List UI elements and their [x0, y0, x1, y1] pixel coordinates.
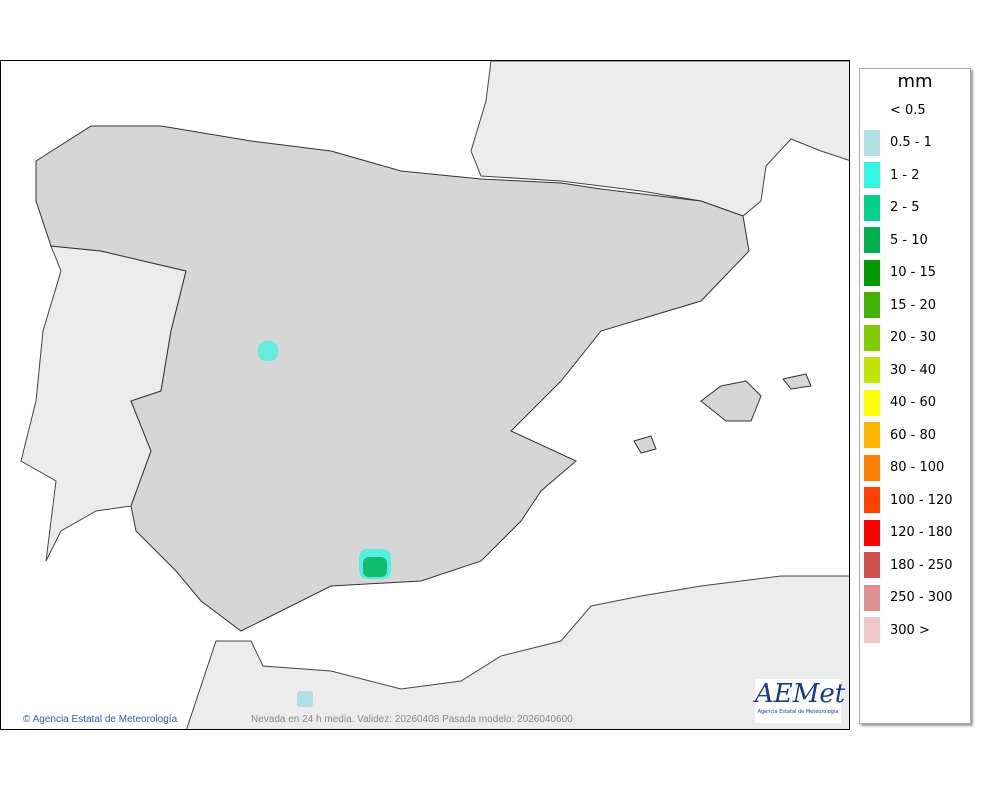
menorca	[782, 373, 812, 390]
legend-item: 20 - 30	[864, 324, 936, 352]
logo-word: AEMet	[755, 679, 846, 709]
legend-swatch	[864, 194, 880, 221]
legend-item: 60 - 80	[864, 421, 936, 449]
legend-swatch	[864, 324, 880, 351]
legend-item: 30 - 40	[864, 356, 936, 384]
legend-label: 2 - 5	[890, 200, 920, 215]
legend-swatch	[864, 227, 880, 253]
legend-swatch	[864, 389, 880, 416]
legend-label: 80 - 100	[890, 460, 945, 475]
legend-swatch	[864, 519, 880, 546]
mallorca	[700, 380, 762, 422]
legend-item: 100 - 120	[864, 486, 953, 514]
legend-label: 250 - 300	[890, 590, 953, 605]
legend-label: 10 - 15	[890, 265, 937, 280]
legend-item: 250 - 300	[864, 584, 953, 612]
legend-label: 5 - 10	[890, 232, 928, 248]
legend-swatch	[864, 357, 880, 383]
credit-text: Agencia Estatal de Meteorología	[32, 714, 178, 725]
legend-item: < 0.5	[864, 96, 926, 124]
legend-swatch	[864, 617, 880, 643]
map-panel: © Agencia Estatal de Meteorología Nevada…	[0, 60, 850, 730]
legend-swatch	[864, 454, 880, 481]
map-caption: Nevada en 24 h media. Validez: 20260408 …	[251, 714, 573, 725]
snow-areas	[258, 341, 391, 707]
legend-swatch	[864, 162, 880, 188]
legend-label: 1 - 2	[890, 167, 920, 183]
legend-item: 2 - 5	[864, 194, 920, 222]
legend: mm < 0.5 0.5 - 1 1 - 2 2 - 5 5 - 10 10 - 15 15…	[859, 68, 971, 724]
legend-label: 60 - 80	[890, 427, 937, 443]
legend-swatch	[864, 487, 880, 513]
legend-item: 5 - 10	[864, 226, 928, 254]
legend-swatch	[864, 259, 880, 286]
spain-land	[35, 125, 750, 632]
legend-unit: mm	[897, 71, 933, 92]
legend-label: 100 - 120	[890, 492, 953, 508]
legend-label: 120 - 180	[890, 525, 953, 540]
legend-label: 30 - 40	[890, 362, 937, 378]
legend-swatch	[864, 97, 880, 123]
legend-swatch	[864, 552, 880, 578]
legend-item: 40 - 60	[864, 389, 936, 417]
logo-sub: Agencia Estatal de Meteorología	[757, 709, 839, 715]
legend-swatch	[864, 129, 880, 156]
legend-label: 300 >	[890, 622, 930, 638]
legend-item: 80 - 100	[864, 454, 944, 482]
copyright-credit: © Agencia Estatal de Meteorología	[23, 714, 178, 725]
legend-label: < 0.5	[890, 102, 926, 118]
legend-label: 0.5 - 1	[890, 135, 932, 150]
legend-item: 180 - 250	[864, 551, 953, 579]
legend-swatch	[864, 422, 880, 448]
africa-land	[186, 575, 849, 729]
legend-item: 15 - 20	[864, 291, 936, 319]
legend-item: 10 - 15	[864, 259, 936, 287]
legend-label: 40 - 60	[890, 395, 937, 410]
aemet-logo: AEMet Agencia Estatal de Meteorología	[755, 679, 846, 723]
ibiza	[633, 435, 657, 454]
map-canvas	[20, 61, 849, 729]
legend-item: 1 - 2	[864, 161, 920, 189]
legend-label: 20 - 30	[890, 330, 937, 345]
legend-label: 15 - 20	[890, 297, 937, 313]
legend-item: 300 >	[864, 616, 930, 644]
legend-swatch	[864, 292, 880, 318]
legend-label: 180 - 250	[890, 557, 953, 573]
legend-item: 120 - 180	[864, 519, 953, 547]
legend-item: 0.5 - 1	[864, 129, 932, 157]
legend-swatch	[864, 584, 880, 611]
